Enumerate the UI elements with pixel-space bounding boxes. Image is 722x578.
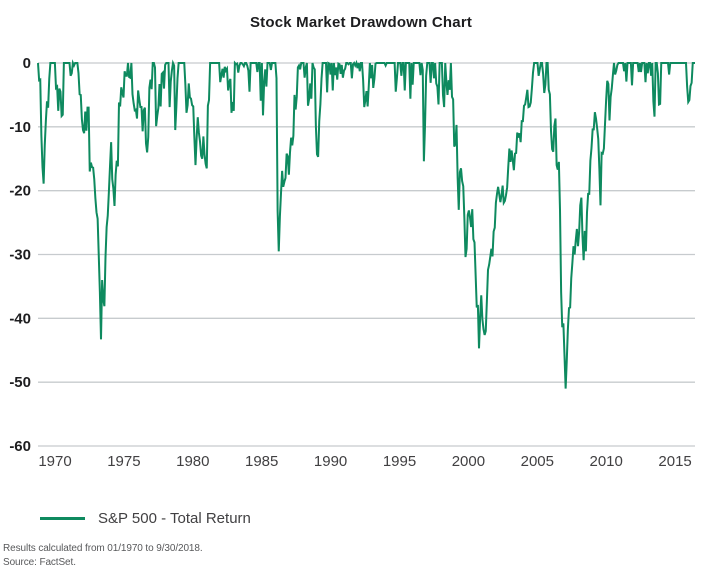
x-tick-label: 1990 [314,453,347,470]
y-axis-labels: 0 -10 -20 -30 -40 -50 -60 [9,55,31,455]
footnotes: Results calculated from 01/1970 to 9/30/… [3,542,203,569]
y-tick-label: -50 [9,374,31,391]
x-tick-label: 2000 [452,453,485,470]
legend: S&P 500 - Total Return [40,508,251,528]
y-tick-label: -20 [9,183,31,200]
x-tick-label: 1980 [176,453,209,470]
y-tick-label: -10 [9,119,31,136]
series-line-sp500-total-return [37,59,695,389]
y-tick-label: 0 [23,55,31,72]
x-tick-label: 1995 [383,453,416,470]
footnote-results-range: Results calculated from 01/1970 to 9/30/… [3,543,203,554]
gridlines [38,62,695,447]
legend-label: S&P 500 - Total Return [98,509,251,527]
y-tick-label: -60 [9,438,31,455]
x-tick-label: 2005 [521,453,554,470]
y-tick-label: -40 [9,310,31,327]
y-tick-label: -30 [9,247,31,264]
x-tick-label: 2015 [658,453,691,470]
x-tick-label: 1970 [38,453,71,470]
x-axis-labels: 1970 1975 1980 1985 1990 1995 2000 2005 2010 2015 [38,453,691,470]
footnote-source: Source: FactSet. [3,556,76,568]
x-tick-label: 1975 [107,453,140,470]
legend-line-swatch [40,516,85,520]
x-tick-label: 2010 [590,453,623,470]
chart-title: Stock Market Drawdown Chart [249,14,473,31]
x-tick-label: 1985 [245,453,278,470]
